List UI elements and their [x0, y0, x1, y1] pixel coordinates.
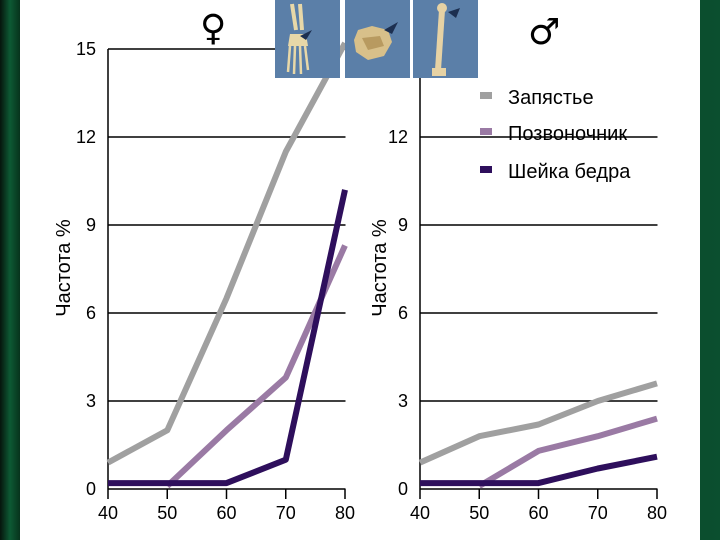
x-tick-label: 50 [157, 503, 177, 523]
x-tick-label: 60 [528, 503, 548, 523]
legend-swatch-3 [480, 166, 492, 173]
y-tick-label: 3 [398, 391, 408, 411]
legend-label-1: Запястье [508, 87, 594, 109]
x-tick-label: 60 [216, 503, 236, 523]
y-tick-label: 15 [76, 39, 96, 59]
chart-background [20, 0, 700, 540]
series-line-3 [108, 189, 348, 487]
legend: Запястье Позвоночник Шейка бедра [480, 87, 631, 183]
legend-label-3: Шейка бедра [508, 161, 631, 183]
female-symbol: ♀ [200, 8, 226, 49]
x-tick-label: 40 [410, 503, 430, 523]
y-axis-label: Частота % [53, 219, 75, 317]
x-tick-label: 50 [469, 503, 489, 523]
y-tick-label: 12 [76, 127, 96, 147]
femur-icon [432, 3, 460, 76]
y-tick-label: 3 [86, 391, 96, 411]
male-panel: 0 3 6 9 12 40 50 60 70 80 Частота % [369, 49, 667, 523]
female-panel: 0 3 6 9 12 15 40 50 60 70 80 Частота % [53, 39, 355, 523]
thumbnail-wrist [275, 0, 340, 78]
y-tick-label: 9 [398, 215, 408, 235]
y-tick-label: 9 [86, 215, 96, 235]
y-tick-label: 12 [388, 127, 408, 147]
y-tick-label: 6 [398, 303, 408, 323]
thumbnail-hip [413, 0, 478, 78]
legend-label-2: Позвоночник [508, 123, 627, 145]
legend-swatch-1 [480, 92, 492, 99]
x-tick-label: 40 [98, 503, 118, 523]
y-tick-label: 6 [86, 303, 96, 323]
series-line-2 [477, 415, 658, 489]
series-line-1 [418, 380, 658, 466]
y-axis-label: Частота % [369, 219, 391, 317]
male-symbol: ♂ [528, 12, 560, 53]
thumbnail-spine [345, 0, 410, 78]
y-tick-label: 0 [398, 479, 408, 499]
x-tick-label: 70 [588, 503, 608, 523]
series-line-3 [420, 453, 658, 487]
series-line-1 [106, 41, 348, 466]
wrist-bone-icon [286, 3, 312, 75]
x-tick-label: 80 [335, 503, 355, 523]
legend-swatch-2 [480, 128, 492, 135]
vertebra-icon [354, 22, 398, 60]
y-tick-label: 0 [86, 479, 96, 499]
x-tick-label: 70 [276, 503, 296, 523]
x-tick-label: 80 [647, 503, 667, 523]
